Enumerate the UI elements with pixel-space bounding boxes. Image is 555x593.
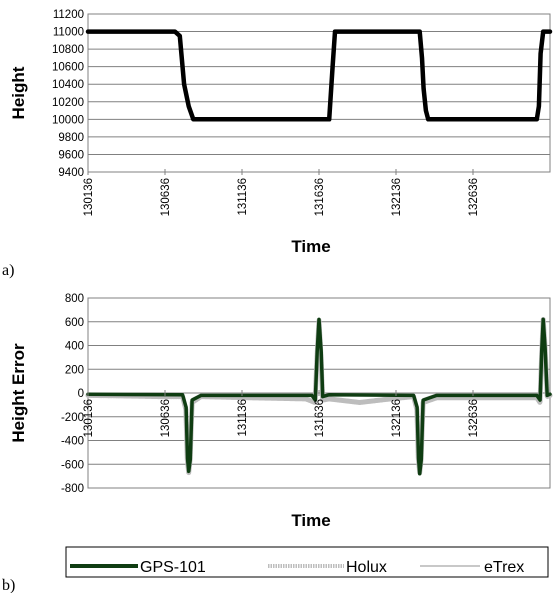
y-axis-title-a: Height (9, 66, 28, 119)
x-axis-title-a: Time (291, 237, 330, 256)
legend-item-holux: Holux (268, 559, 387, 576)
legend-item-gps-101: GPS-101 (70, 559, 206, 576)
x-tick-label: 130136 (83, 399, 95, 437)
y-tick-label: 0 (78, 388, 84, 400)
x-tick-labels-a: 130136 130636 131136 131636 132136 132636 (83, 169, 480, 216)
plot-area-a (87, 13, 551, 173)
y-tick-label: 10400 (52, 79, 84, 91)
y-tick-label: -400 (61, 436, 84, 448)
y-tick-label: 600 (65, 317, 84, 329)
x-tick-label: 131136 (237, 399, 249, 437)
y-tick-label: 9400 (58, 167, 84, 179)
x-tick-label: 130136 (83, 178, 95, 216)
y-tick-label: 400 (65, 341, 84, 353)
y-tick-label: 9800 (58, 132, 84, 144)
x-axis-title-b: Time (291, 511, 330, 530)
x-tick-label: 132636 (468, 399, 480, 437)
series-line-a-0 (85, 29, 553, 122)
y-tick-label: -600 (61, 459, 84, 471)
series-lines-a (85, 29, 553, 122)
y-tick-label: 10600 (52, 62, 84, 74)
chart-a: 9400 9600 9800 10000 10200 10400 10600 10800 110… (2, 9, 553, 279)
series-lines-b (85, 316, 553, 476)
x-tick-labels-b: 130136 130636 131136 131636 132136 132636 (83, 390, 480, 437)
x-tick-label: 132636 (468, 178, 480, 216)
x-tick-label: 131636 (314, 399, 326, 437)
x-tick-label: 131136 (237, 178, 249, 216)
y-tick-labels-a: 9400 9600 9800 10000 10200 10400 10600 10800 110… (52, 9, 84, 179)
legend-box (65, 546, 549, 578)
x-tick-label: 130636 (160, 399, 172, 437)
y-tick-label: 10200 (52, 97, 84, 109)
y-tick-label: -800 (61, 483, 84, 495)
y-tick-label: 200 (65, 364, 84, 376)
y-tick-label: -200 (61, 412, 84, 424)
legend-label-holux: Holux (346, 559, 387, 576)
legend-label-etrex: eTrex (484, 559, 524, 576)
panel-label-a: a) (2, 262, 14, 279)
legend: GPS-101 Holux eTrex (65, 546, 549, 578)
y-tick-label: 11000 (53, 27, 84, 39)
y-tick-label: 11200 (53, 9, 84, 21)
y-tick-labels-b: -800 -600 -400 -200 0 200 400 600 800 (61, 293, 84, 495)
chart-b: -800 -600 -400 -200 0 200 400 600 800 130136 1306… (2, 293, 553, 593)
legend-item-etrex: eTrex (420, 559, 524, 576)
x-tick-label: 132136 (391, 178, 403, 216)
y-tick-label: 9600 (58, 149, 84, 161)
x-tick-label: 130636 (160, 178, 172, 216)
x-tick-label: 132136 (391, 399, 403, 437)
series-line-gps-101 (86, 317, 552, 476)
legend-label-gps-101: GPS-101 (140, 559, 206, 576)
y-axis-title-b: Height Error (9, 343, 28, 443)
y-tick-label: 800 (65, 293, 84, 305)
y-tick-label: 10000 (52, 114, 84, 126)
panel-label-b: b) (2, 577, 15, 593)
y-tick-label: 10800 (52, 44, 84, 56)
x-tick-label: 131636 (314, 178, 326, 216)
